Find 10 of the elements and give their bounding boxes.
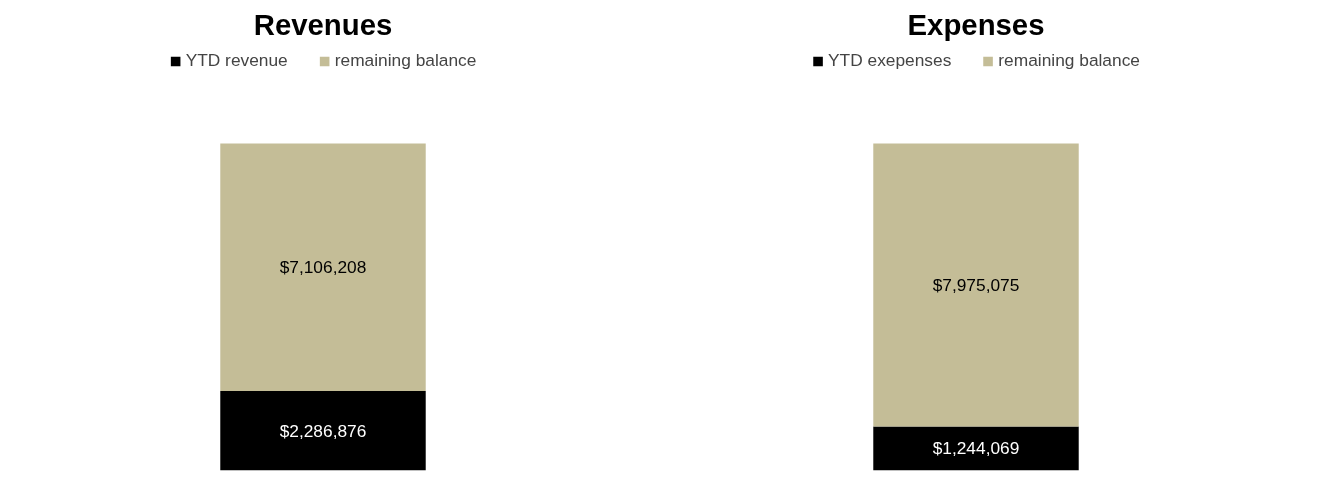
chart-title: Revenues xyxy=(253,7,393,41)
legend-label: remaining balance xyxy=(998,50,1140,71)
legend-label: YTD revenue xyxy=(185,50,288,71)
chart-title: Expenses xyxy=(907,7,1045,41)
data-label: $7,106,208 xyxy=(279,257,367,278)
data-label: $7,975,075 xyxy=(932,274,1020,295)
legend-label: remaining balance xyxy=(334,50,477,71)
legend-label: YTD exepenses xyxy=(828,50,952,71)
data-label: $1,244,069 xyxy=(932,438,1020,459)
data-label: $2,286,876 xyxy=(279,420,367,441)
